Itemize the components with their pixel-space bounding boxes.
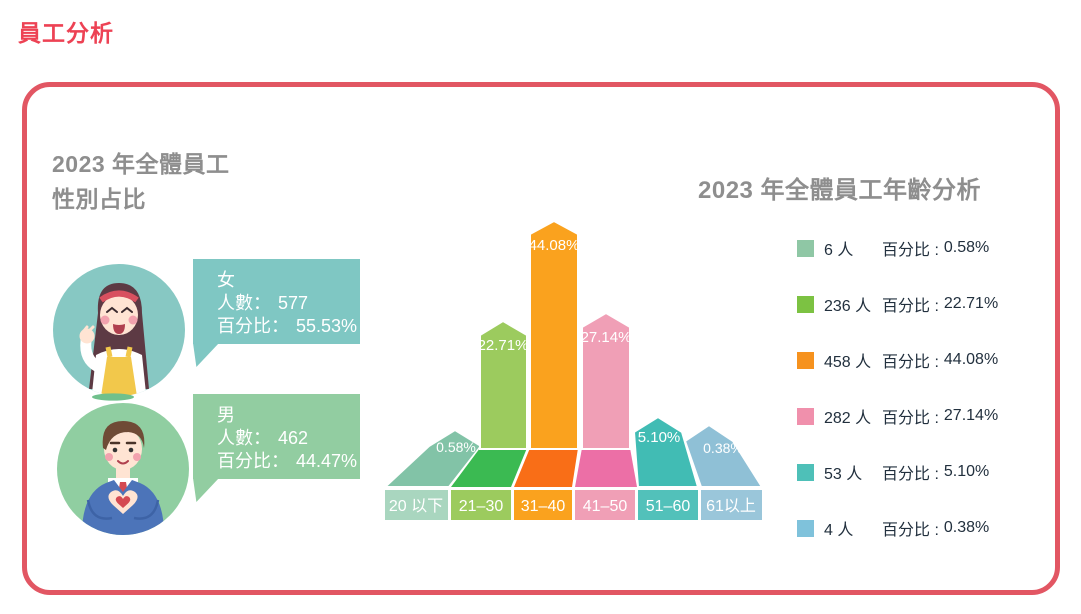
legend-pct-value: 0.58% — [943, 239, 990, 256]
bar-value-label: 22.71% — [478, 337, 529, 354]
band-shape — [638, 490, 698, 520]
page-title: 員工分析 — [18, 20, 114, 46]
bar-shape — [683, 423, 764, 488]
foot-shape — [451, 448, 527, 487]
bar-category-label: 31–40 — [521, 498, 566, 515]
chart-column-41-50: 27.14% 41–50 — [575, 311, 637, 520]
bar-value-label: 0.38% — [703, 440, 743, 456]
male-pct-line: 百分比： 44.47% — [217, 450, 357, 473]
female-stat-bubble: 女 人數： 577 百分比： 55.53% — [193, 259, 360, 367]
band-shape — [451, 490, 511, 520]
bar-shape — [632, 415, 700, 488]
chart-column-51-60: 5.10% 51–60 — [632, 415, 700, 520]
legend-pct-value: 0.38% — [943, 519, 990, 536]
foot-shape — [514, 448, 578, 487]
legend-pct-value: 22.71% — [943, 295, 999, 312]
bar-value-label: 5.10% — [638, 429, 681, 446]
gender-title-line1: 2023 年全體員工 — [52, 151, 230, 177]
legend-row: 4 人 百分比 : 0.38% — [797, 518, 998, 539]
legend-pct-value: 5.10% — [943, 463, 990, 480]
chart-column-61plus: 0.38% 61以上 — [683, 423, 764, 520]
legend-count: 458 人 — [824, 354, 872, 371]
legend-count: 53 人 — [824, 466, 863, 483]
count-label: 人數： — [217, 293, 271, 313]
avatar-shadow — [92, 393, 134, 401]
legend-row: 282 人 百分比 : 27.14% — [797, 406, 999, 427]
legend-swatch — [797, 519, 814, 537]
gender-title-line2: 性別占比 — [52, 186, 146, 212]
pct-label: 百分比： — [217, 451, 289, 471]
bar-value-label: 0.58% — [436, 439, 476, 455]
legend-row: 458 人 百分比 : 44.08% — [797, 350, 999, 371]
legend-pct-label: 百分比 : — [882, 242, 939, 259]
band-shape — [514, 490, 572, 520]
legend-pct-value: 27.14% — [943, 407, 999, 424]
legend-pct-label: 百分比 : — [882, 298, 939, 315]
foot-shape — [575, 448, 637, 487]
male-stat-bubble: 男 人數： 462 百分比： 44.47% — [193, 394, 360, 502]
female-avatar-icon — [53, 264, 185, 401]
chart-column-31-40: 44.08% 31–40 — [514, 219, 580, 520]
legend-pct-label: 百分比 : — [882, 522, 939, 539]
age-section-title: 2023 年全體員工年齡分析 — [698, 177, 982, 204]
legend-swatch — [797, 463, 814, 481]
legend-swatch — [797, 351, 814, 369]
legend-count: 236 人 — [824, 298, 872, 315]
bar-shape — [529, 219, 579, 450]
pct-label: 百分比： — [217, 316, 289, 336]
band-shape — [575, 490, 635, 520]
bar-shape — [479, 319, 528, 450]
legend-pct-label: 百分比 : — [882, 354, 939, 371]
bar-category-label: 21–30 — [459, 498, 504, 515]
chart-column-under20: 0.58% 20 以下 — [383, 428, 483, 520]
female-gender-label: 女 — [217, 270, 235, 290]
legend-swatch — [797, 407, 814, 425]
bar-category-label: 61以上 — [706, 497, 756, 515]
band-shape — [385, 490, 448, 520]
bar-category-label: 41–50 — [583, 498, 628, 515]
band-shape — [701, 490, 762, 520]
legend-pct-label: 百分比 : — [882, 466, 939, 483]
count-value: 462 — [278, 428, 309, 448]
bar-category-label: 51–60 — [646, 498, 691, 515]
bar-shape — [581, 311, 631, 450]
legend-swatch — [797, 239, 814, 257]
male-count-line: 人數： 462 — [217, 427, 350, 450]
age-bar-chart: 0.38% 61以上 0.58% 20 以下 5.10% 51–60 22.71… — [383, 219, 764, 520]
legend-pct-label: 百分比 : — [882, 410, 939, 427]
legend-count: 4 人 — [824, 522, 854, 539]
legend-row: 6 人 百分比 : 0.58% — [797, 238, 998, 259]
bar-category-label: 20 以下 — [389, 498, 443, 515]
gender-section-title: 2023 年全體員工 性別占比 — [52, 147, 230, 217]
count-label: 人數： — [217, 428, 271, 448]
age-chart-legend: 6 人 百分比 : 0.58% 236 人 百分比 : 22.71% 458 人… — [797, 238, 999, 539]
count-value: 577 — [278, 293, 309, 313]
legend-row: 53 人 百分比 : 5.10% — [797, 462, 998, 483]
male-avatar-icon — [57, 403, 189, 535]
legend-pct-value: 44.08% — [943, 351, 999, 368]
legend-swatch — [797, 295, 814, 313]
legend-count: 6 人 — [824, 242, 854, 259]
bar-value-label: 44.08% — [529, 237, 580, 254]
pct-value: 55.53% — [296, 316, 358, 336]
legend-count: 282 人 — [824, 410, 872, 427]
pct-value: 44.47% — [296, 451, 358, 471]
male-gender-label: 男 — [217, 405, 235, 425]
bar-shape — [383, 428, 483, 488]
female-count-line: 人數： 577 — [217, 292, 350, 315]
female-pct-line: 百分比： 55.53% — [217, 315, 357, 338]
bar-value-label: 27.14% — [581, 329, 632, 346]
legend-row: 236 人 百分比 : 22.71% — [797, 294, 999, 315]
chart-column-21-30: 22.71% 21–30 — [451, 319, 529, 520]
